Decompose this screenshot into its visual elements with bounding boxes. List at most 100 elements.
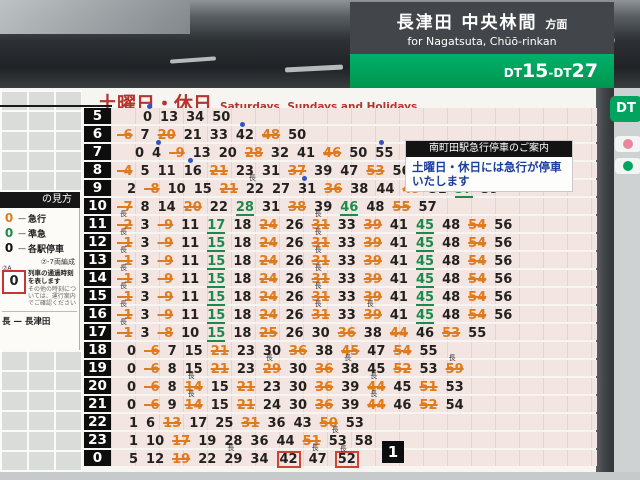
- hour-cell: 0: [84, 450, 111, 466]
- minute-value: 18: [233, 308, 252, 323]
- timetable-row: 0 5 12 19 22 29 長 34 42 47 長 52 長: [84, 445, 597, 468]
- minute-value: 0: [143, 104, 152, 126]
- minute-value: 8: [140, 200, 150, 215]
- minute-value: 45: [393, 380, 412, 395]
- legend-sample: 0: [4, 211, 14, 225]
- minute-value: 44: [389, 326, 408, 341]
- minute-value: 33: [337, 308, 356, 323]
- minute-value: 25: [215, 416, 234, 431]
- minute-value: 1長: [117, 319, 133, 342]
- legend-pass-item: ⑦A 0 列車の通過時刻を表します その他の時刻については、運行案内でご確認くださ…: [2, 266, 77, 307]
- timetable-row: 18 067 15 21 23 30 36 38 45 47 54 55: [84, 342, 597, 359]
- minute-value: 53: [366, 164, 385, 179]
- minute-value: 31: [298, 176, 316, 198]
- minute-value: 30: [289, 380, 308, 395]
- minute-value: 11: [181, 218, 200, 233]
- minute-value: 4: [117, 164, 133, 180]
- destination-mark: 長: [120, 264, 127, 272]
- minute-value: 45: [341, 344, 360, 359]
- minute-value: 45: [415, 290, 435, 306]
- timetable-row: 21 069 14長 15 21 24 30 36 39 44長 46 52 54: [84, 391, 597, 413]
- minute-value: 19: [172, 452, 191, 467]
- minute-value: 56: [494, 254, 513, 269]
- ceiling-light: [284, 64, 344, 73]
- minute-value: 25: [259, 326, 278, 341]
- minute-value: 31 長: [311, 228, 330, 252]
- minute-value: 48: [442, 272, 461, 287]
- minute-value: 15: [210, 398, 229, 413]
- minute-value: 24: [259, 308, 278, 323]
- destination-ja: 長津田 中央林間: [396, 13, 538, 33]
- minute-value: 36: [324, 182, 343, 197]
- minute-value: 41: [389, 218, 408, 233]
- minute-value: 48: [261, 128, 281, 143]
- blue-dot-icon: [187, 158, 193, 163]
- minute-value: 58: [354, 434, 373, 449]
- destination-mark: 長: [339, 445, 347, 453]
- minute-value: 14: [157, 200, 176, 215]
- blue-dot-icon: [302, 176, 308, 181]
- minute-value: 15: [210, 380, 229, 395]
- minute-value: 1長: [117, 229, 133, 252]
- minute-value: 21: [210, 362, 229, 377]
- minute-value: 3: [140, 218, 150, 233]
- hour-cell: 16: [84, 306, 111, 322]
- minute-value: 9: [169, 146, 185, 162]
- minutes-cell: 1長 39 11 15 18 24 26 31長 33 39長 41 45 48 54 56: [111, 301, 597, 324]
- minute-value: 1長: [117, 247, 133, 270]
- timetable-row: 20 068 14長 15 21 23 30 36 39 44長 45 51 53: [84, 373, 597, 396]
- minute-value: 31 長: [311, 210, 330, 234]
- minute-value: 38 長: [341, 354, 360, 378]
- minute-value: 31: [261, 200, 281, 215]
- minute-value: 36: [267, 416, 286, 431]
- minute-value: 56: [494, 290, 513, 305]
- minute-value: 41: [389, 254, 408, 269]
- minute-value: 39: [341, 398, 360, 413]
- adjacent-panel-grid: [0, 90, 82, 192]
- minute-value: 54: [393, 344, 412, 359]
- hour-cell: 6: [84, 126, 111, 142]
- minute-value: 50: [212, 110, 231, 125]
- destination-mark: 長: [120, 282, 127, 290]
- hour-cell: 7: [84, 144, 111, 160]
- minute-value: 6: [144, 380, 160, 396]
- minute-value: 1長: [117, 283, 133, 306]
- destination-mark: 長: [448, 354, 456, 362]
- legend-destination-marker: 長 — 長津田: [2, 317, 51, 327]
- minute-value: 8: [167, 380, 177, 395]
- minute-value: 9: [167, 398, 177, 413]
- minute-value: 54: [468, 254, 487, 269]
- blue-dot-icon: [239, 122, 245, 127]
- minute-value: 15: [207, 290, 226, 306]
- minute-value: 24: [259, 218, 278, 233]
- minute-value: 20: [183, 200, 202, 215]
- minute-value: 53: [442, 326, 461, 341]
- minute-value: 34: [250, 452, 269, 467]
- minute-value: 57: [418, 200, 437, 215]
- minute-value: 43: [293, 416, 312, 431]
- minute-value: 6: [146, 416, 156, 431]
- minute-value: 53: [345, 416, 364, 431]
- legend-header: の見方: [0, 192, 80, 208]
- minute-value: 20: [218, 146, 237, 161]
- minute-value: 38: [350, 182, 369, 197]
- minute-value: 54: [468, 290, 487, 305]
- minute-value: 0: [127, 380, 137, 395]
- hour-cell: 11: [84, 216, 111, 232]
- minute-value: 24: [259, 272, 278, 287]
- minute-value: 28: [235, 200, 254, 216]
- minute-value: 24: [259, 254, 278, 269]
- minute-value: 47: [367, 344, 386, 359]
- minute-value: 53: [419, 362, 438, 377]
- timetable-row: 17 1長 38 10 15 18 25 26 30 36 38 44 46 53 55: [84, 319, 597, 342]
- minute-value: 45: [415, 272, 435, 288]
- hour-cell: 13: [84, 252, 111, 268]
- minute-value: 52 長: [334, 446, 359, 468]
- minute-value: 7: [140, 128, 150, 143]
- legend-dash: —: [18, 213, 26, 223]
- minute-value: 46: [340, 200, 359, 216]
- minute-value: 55: [375, 140, 393, 162]
- hour-cell: 20: [84, 378, 111, 394]
- minute-value: 11: [181, 272, 200, 287]
- timetable-row: 112長39111718242631長33394145485456: [84, 210, 597, 234]
